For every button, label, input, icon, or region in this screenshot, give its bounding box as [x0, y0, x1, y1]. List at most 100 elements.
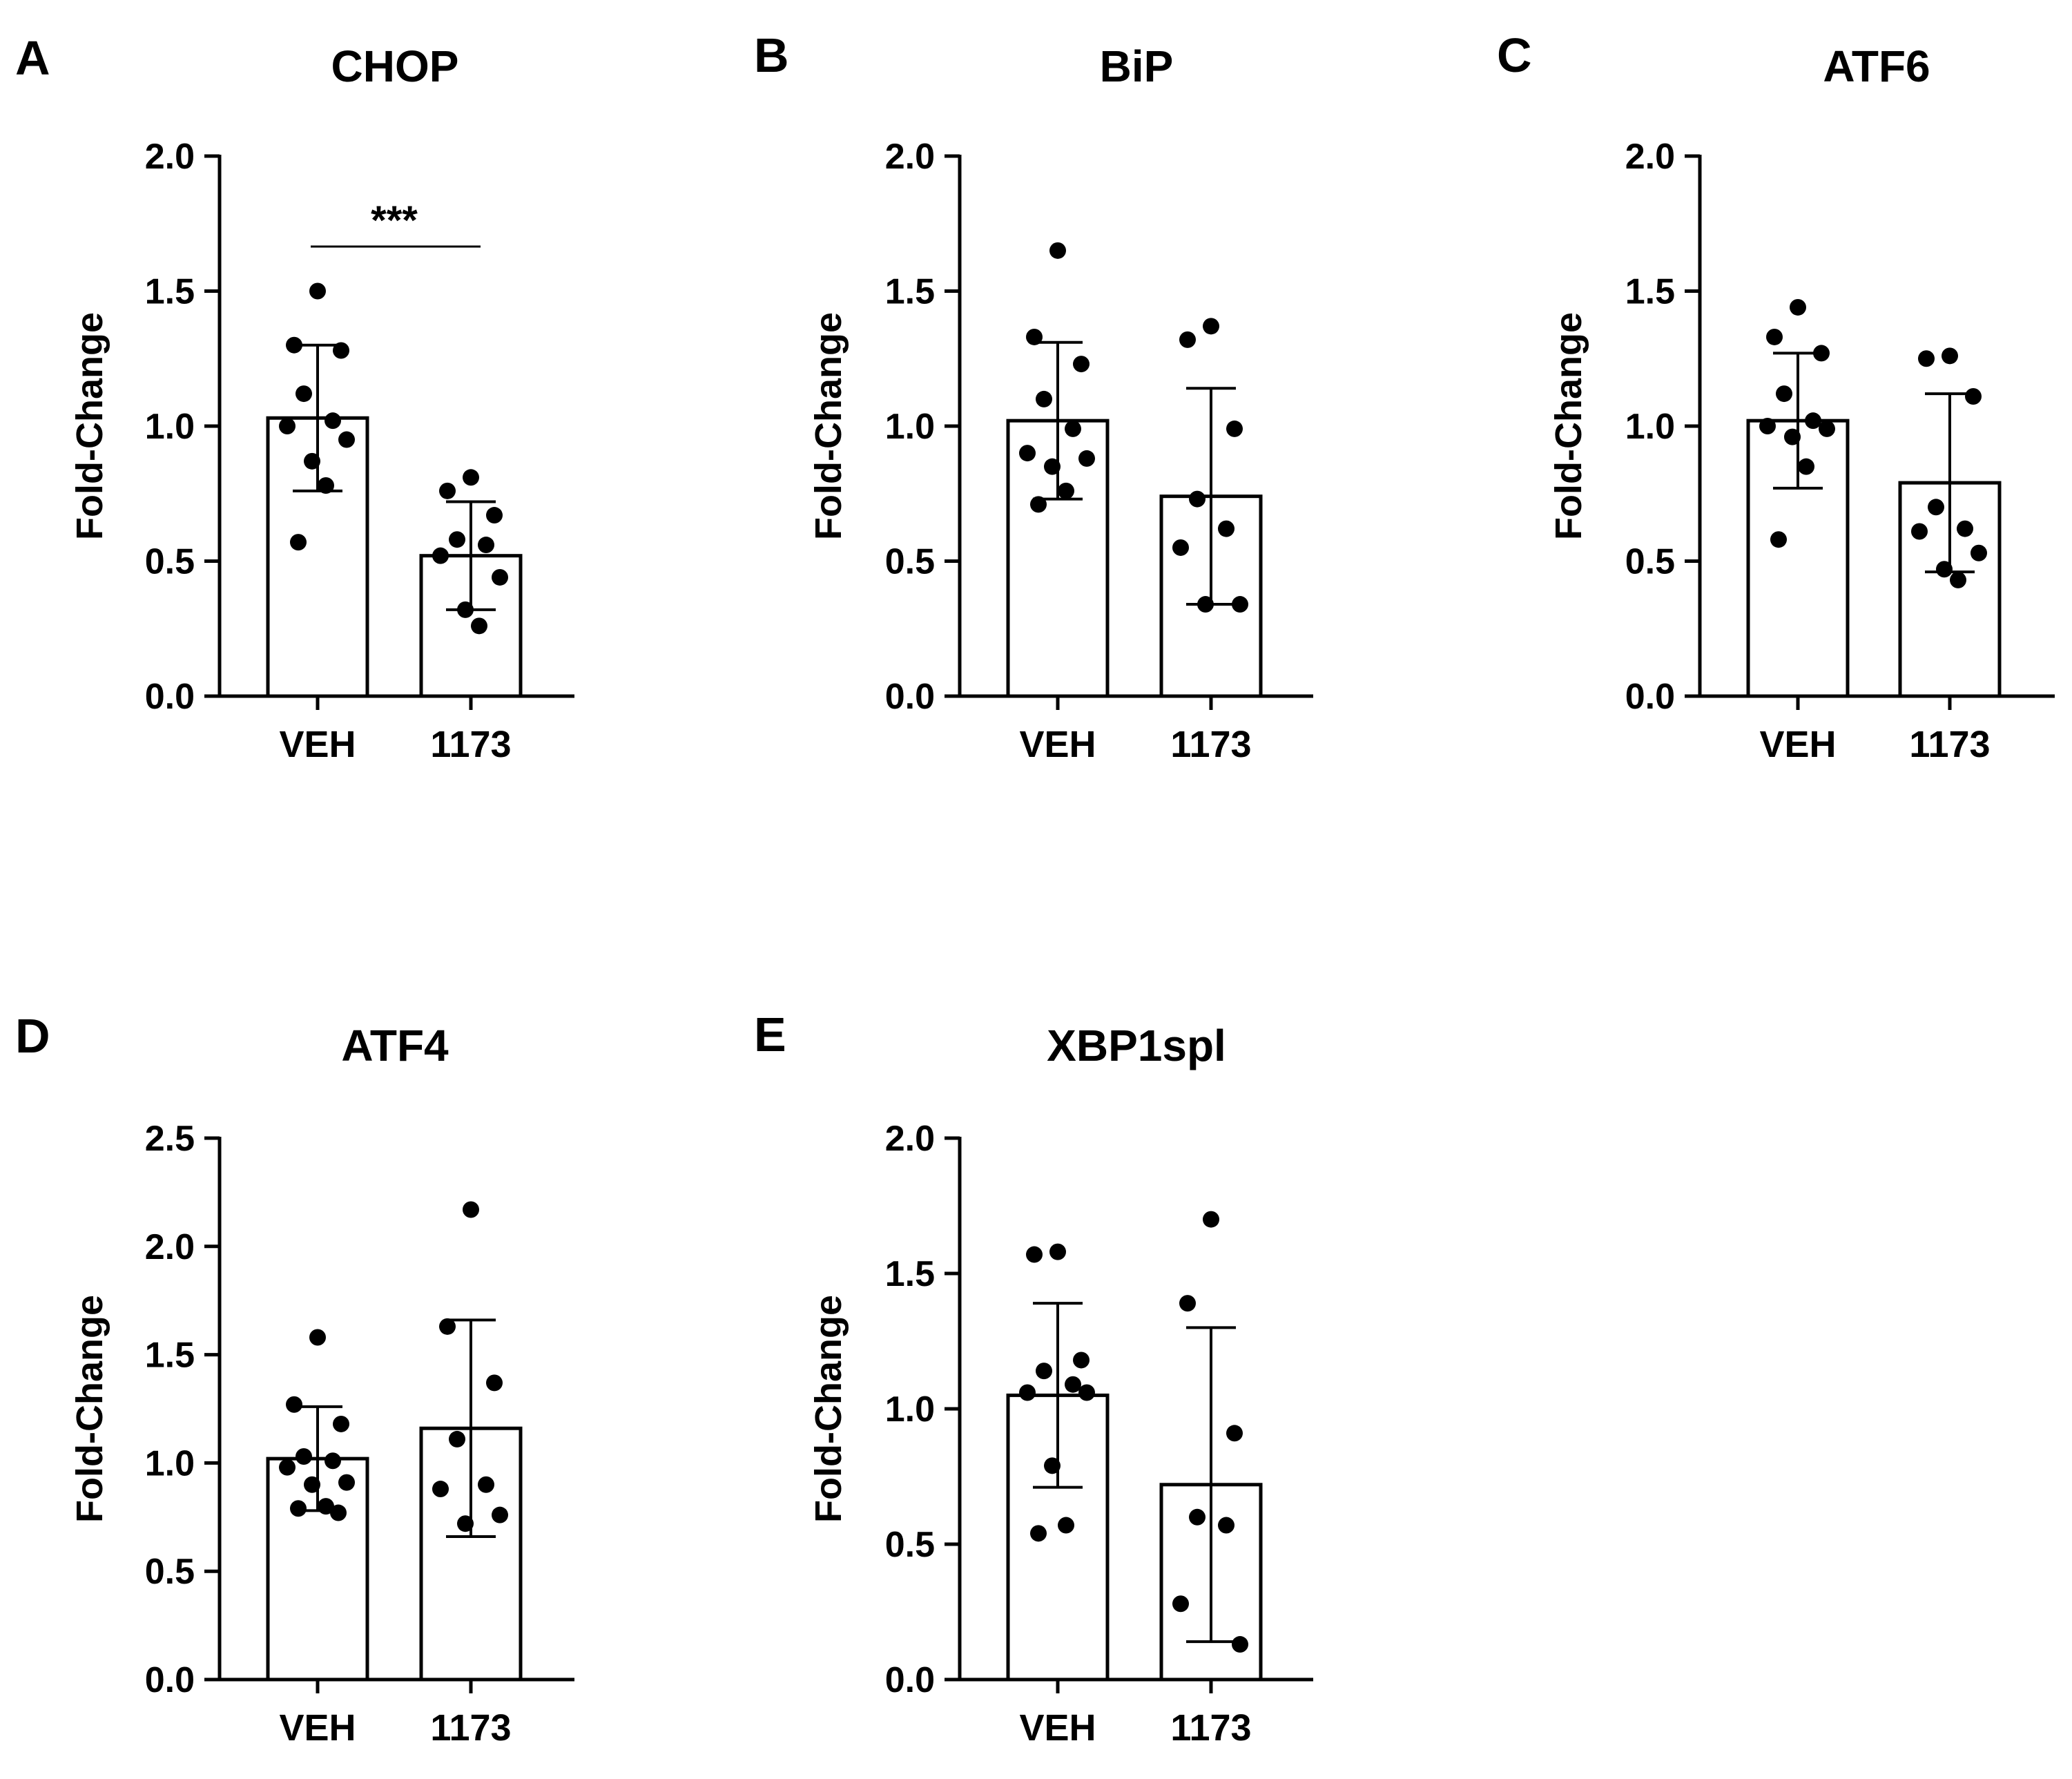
y-axis-title: Fold-Change	[1548, 312, 1589, 540]
data-point	[1172, 539, 1189, 556]
x-tick-label: VEH	[279, 1707, 356, 1749]
panel-letter: E	[754, 1008, 786, 1061]
data-point	[1019, 445, 1036, 462]
data-point	[1049, 242, 1066, 259]
data-point	[333, 342, 349, 359]
data-point	[1044, 1457, 1061, 1474]
data-point	[432, 1481, 449, 1498]
x-tick-label: 1173	[430, 724, 511, 765]
data-point	[486, 1374, 503, 1392]
data-point	[478, 537, 494, 554]
data-point	[1078, 450, 1095, 467]
data-point	[1819, 420, 1835, 437]
y-tick-label: 0.0	[885, 1660, 935, 1700]
y-tick-label: 0.5	[145, 542, 195, 582]
data-point	[449, 531, 465, 548]
data-point	[1218, 520, 1235, 537]
y-tick-label: 1.0	[885, 407, 935, 447]
data-point	[1971, 544, 1987, 561]
data-point	[1058, 482, 1074, 499]
y-tick-label: 0.5	[885, 542, 935, 582]
y-tick-label: 1.0	[1625, 407, 1675, 447]
data-point	[432, 547, 449, 564]
panel-e: E XBP1spl 0.0 0.5 1.0 1.5 2.0 Fold-Change VEH 117…	[754, 1008, 1313, 1749]
data-point	[1026, 328, 1043, 345]
data-point	[1203, 318, 1219, 335]
data-point	[1179, 331, 1196, 348]
data-point	[338, 431, 355, 448]
data-point	[279, 418, 296, 434]
chart-title: CHOP	[331, 41, 459, 91]
data-point	[279, 1459, 296, 1476]
x-tick-label: VEH	[1019, 724, 1096, 765]
chart-title: XBP1spl	[1047, 1021, 1226, 1070]
y-tick-label: 2.0	[1625, 137, 1675, 177]
panel-letter: D	[15, 1009, 50, 1063]
data-point	[1026, 1246, 1043, 1263]
data-point	[1058, 1517, 1074, 1534]
data-point	[286, 336, 302, 354]
data-point	[1950, 571, 1966, 588]
data-point	[457, 601, 474, 618]
x-tick-label: VEH	[1019, 1707, 1096, 1749]
data-point	[290, 1500, 307, 1517]
data-point	[290, 534, 307, 551]
data-point	[463, 469, 479, 486]
data-point	[1065, 1376, 1081, 1393]
data-point	[309, 282, 326, 300]
data-point	[318, 477, 334, 494]
data-point	[1911, 523, 1928, 540]
y-tick-label: 2.0	[145, 137, 195, 177]
data-point	[1030, 496, 1047, 513]
chart-title: ATF6	[1823, 41, 1930, 91]
data-point	[1770, 531, 1787, 548]
data-point	[1936, 561, 1953, 578]
data-point	[1805, 412, 1821, 430]
data-point	[1189, 490, 1206, 508]
y-tick-label: 1.0	[145, 1443, 195, 1483]
data-point	[1918, 350, 1935, 367]
x-tick-label: 1173	[1170, 724, 1251, 765]
x-tick-label: 1173	[430, 1707, 511, 1749]
data-point	[1813, 345, 1830, 362]
data-point	[1078, 1384, 1095, 1401]
data-point	[325, 412, 341, 430]
data-point	[1218, 1517, 1235, 1534]
y-axis-title: Fold-Change	[808, 1295, 849, 1523]
x-tick-label: VEH	[1759, 724, 1836, 765]
y-tick-label: 1.5	[145, 1336, 195, 1376]
data-point	[318, 1498, 334, 1515]
y-tick-label: 2.0	[145, 1227, 195, 1267]
data-point	[1036, 390, 1052, 407]
data-point	[1226, 1425, 1243, 1442]
y-tick-label: 0.0	[145, 677, 195, 717]
data-point	[1065, 420, 1081, 437]
panel-b: B BiP 0.0 0.5 1.0 1.5 2.0 Fold-Change VEH 1173	[754, 28, 1313, 765]
x-tick-label: 1173	[1909, 724, 1990, 765]
data-point	[1036, 1363, 1052, 1380]
y-tick-label: 2.0	[885, 137, 935, 177]
data-point	[304, 452, 320, 470]
data-point	[296, 385, 312, 403]
data-point	[325, 1452, 341, 1470]
y-tick-label: 0.0	[885, 677, 935, 717]
y-tick-label: 1.0	[145, 407, 195, 447]
data-point	[1044, 458, 1061, 475]
panel-letter: C	[1497, 28, 1532, 82]
data-point	[1957, 520, 1973, 537]
data-point	[1784, 428, 1801, 445]
data-point	[478, 1476, 494, 1493]
data-point	[1766, 328, 1783, 345]
panel-a: A CHOP 0.0 0.5 1.0 1.5 2.0 Fold-Change VEH 1173 **…	[15, 31, 574, 765]
data-point	[309, 1329, 326, 1346]
y-tick-label: 0.5	[145, 1552, 195, 1592]
data-point	[471, 617, 487, 635]
data-point	[1189, 1508, 1206, 1526]
y-tick-label: 0.5	[885, 1525, 935, 1565]
y-tick-label: 0.0	[1625, 677, 1675, 717]
data-point	[1049, 1243, 1066, 1260]
data-point	[1965, 387, 1982, 405]
significance-label: ***	[371, 198, 418, 243]
data-point	[286, 1396, 302, 1413]
y-tick-label: 2.5	[145, 1119, 195, 1159]
